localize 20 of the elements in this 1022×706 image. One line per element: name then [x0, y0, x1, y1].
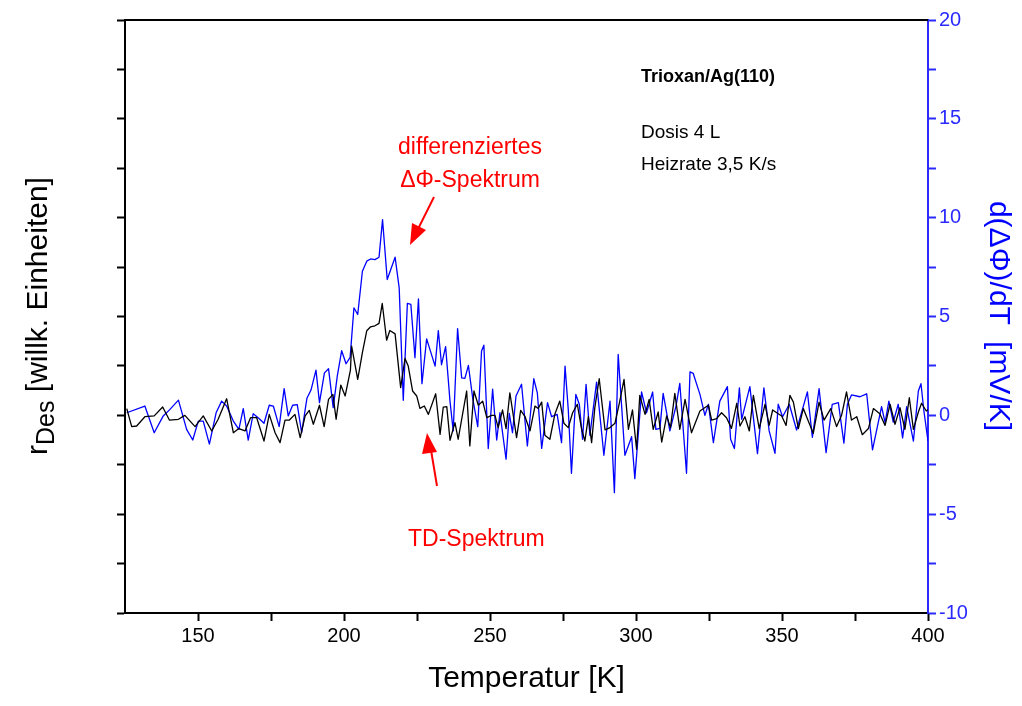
text: Trioxan/Ag(110) [641, 65, 776, 88]
y2-axis-title: d(ΔΦ)/dT [mV/K] [983, 200, 1017, 432]
x-tick-label: 200 [327, 623, 361, 646]
y2-tick-label: -10 [939, 600, 968, 623]
annotation: Heizrate 3,5 K/s [641, 152, 777, 176]
y2-tick-label: 15 [939, 106, 962, 129]
y2-tick-label: 20 [939, 7, 962, 30]
x-tick-label: 300 [619, 623, 653, 646]
annotation: TD-Spektrum [408, 524, 545, 553]
annotation: Dosis 4 L [641, 120, 721, 144]
y2-tick-label: -5 [939, 501, 957, 524]
annotation: differenziertes ΔΦ-Spektrum [398, 132, 543, 194]
x-tick-label: 250 [473, 623, 507, 646]
x-axis-title: Temperatur [K] [427, 660, 626, 694]
y2-tick-label: 0 [939, 402, 951, 425]
y2-tick-label: 10 [939, 205, 962, 228]
x-tick-label: 400 [911, 623, 945, 646]
y2-tick-label: 5 [939, 304, 951, 327]
x-tick-label: 350 [765, 623, 799, 646]
x-tick-label: 150 [181, 623, 215, 646]
